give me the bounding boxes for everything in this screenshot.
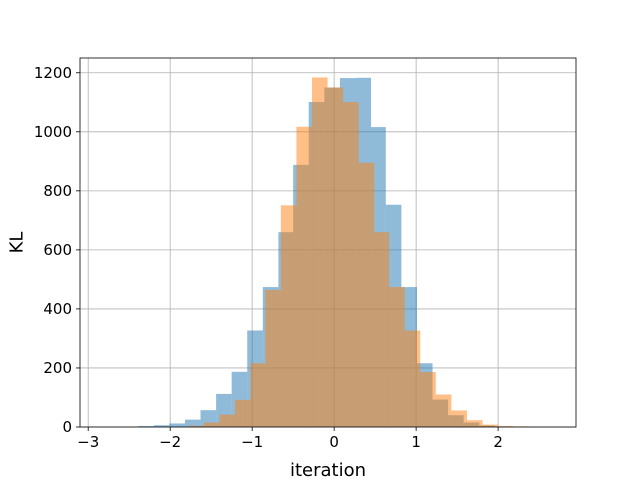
y-tick-label: 200 [43, 359, 72, 377]
histogram-bar [234, 399, 251, 427]
y-tick-label: 600 [43, 241, 72, 259]
histogram-bar [312, 77, 328, 427]
series-2 [188, 77, 530, 428]
histogram-bar [296, 126, 313, 427]
histogram-bar [250, 363, 266, 427]
histogram-bar [482, 424, 499, 427]
histogram-bar [265, 290, 281, 427]
x-tick-label: 0 [329, 433, 339, 451]
y-tick-label: 800 [43, 182, 72, 200]
histogram-bar [153, 425, 170, 427]
histogram-bar [184, 419, 201, 427]
histogram-bar [280, 205, 297, 427]
x-tick-label: −3 [77, 433, 99, 451]
x-axis-label: iteration [290, 460, 366, 480]
y-tick-label: 1200 [34, 64, 72, 82]
histogram-bar [404, 330, 421, 427]
histogram-bar [169, 423, 185, 427]
histogram-bar [451, 410, 467, 427]
plot-area-frame [79, 57, 577, 428]
axis-ticks: −3 −2 −1 0 1 2 0 200 400 600 800 1000 1200 [34, 64, 503, 451]
histogram-bar [138, 426, 154, 427]
histogram-bar [374, 232, 390, 427]
y-tick-label: 400 [43, 300, 72, 318]
y-axis-label: KL [6, 232, 27, 254]
histogram-bar [203, 422, 220, 427]
histogram-bar [358, 162, 375, 427]
histogram-bar [466, 420, 483, 427]
histogram-bar [219, 414, 235, 427]
y-tick-label: 1000 [34, 123, 72, 141]
x-tick-label: −1 [241, 433, 263, 451]
histogram-bars [138, 77, 530, 428]
x-tick-label: −2 [159, 433, 181, 451]
histogram-bar [498, 426, 514, 427]
histogram-bar [435, 394, 452, 427]
x-tick-label: 2 [493, 433, 503, 451]
histogram-bar [327, 87, 344, 428]
histogram-bar [188, 425, 204, 427]
histogram-bar [389, 287, 405, 427]
grid-lines [80, 58, 576, 428]
x-tick-label: 1 [411, 433, 421, 451]
y-tick-label: 0 [62, 418, 72, 436]
histogram-bar [343, 101, 359, 427]
histogram-bar [420, 372, 436, 427]
